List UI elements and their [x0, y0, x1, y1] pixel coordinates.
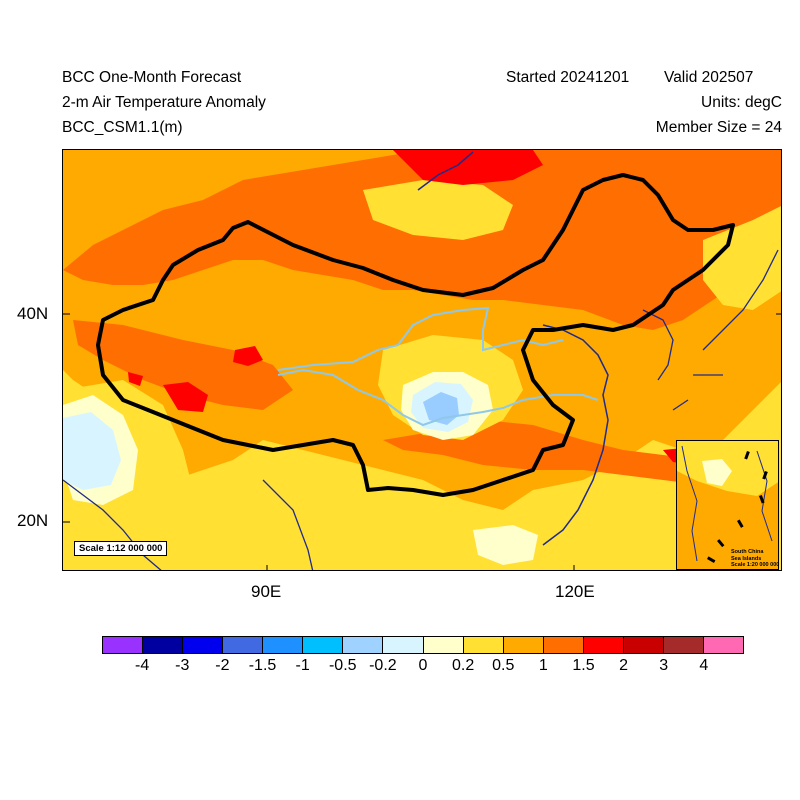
- anomaly-darkorange-region: [63, 150, 781, 330]
- inset-caption-line3: Scale 1:20 000 000: [731, 562, 780, 568]
- tick-marks: [63, 313, 781, 570]
- south-china-sea-inset: [676, 440, 779, 570]
- colorbar-labels: -4 -3 -2 -1.5 -1 -0.5 -0.2 0 0.2 0.5 1 1.5 2 3 4: [102, 657, 744, 679]
- colorbar-tick-label: 0: [418, 657, 428, 674]
- inset-caption: South China Sea Islands Scale 1:20 000 0…: [731, 549, 779, 569]
- colorbar-tick-label: -1.5: [248, 657, 277, 674]
- colorbar-tick-label: -0.2: [369, 657, 397, 674]
- colorbar-swatch: [583, 637, 624, 653]
- colorbar-swatch: [383, 637, 424, 653]
- anomaly-lightblue-west: [63, 412, 121, 490]
- colorbar-tick-label: -0.5: [328, 657, 357, 674]
- colorbar-swatch: [263, 637, 304, 653]
- coastline-east: [542, 324, 609, 546]
- colorbar-swatch: [463, 637, 504, 653]
- anomaly-yellow-northeast: [703, 206, 781, 310]
- lon-label-120e: 120E: [555, 582, 595, 601]
- colorbar-tick-label: 0.5: [492, 657, 515, 674]
- lat-label-20n: 20N: [17, 511, 49, 530]
- yellow-river: [277, 306, 564, 371]
- lat-label-40n: 40N: [17, 304, 49, 323]
- colorbar-tick-label: 1: [538, 657, 548, 674]
- colorbar-swatch: [143, 637, 184, 653]
- inset-caption-line2: Sea Islands: [731, 555, 762, 562]
- colorbar-swatch: [623, 637, 664, 653]
- national-border: [96, 173, 735, 497]
- units-label: Units: degC: [701, 94, 782, 111]
- colorbar-tick-label: 1.5: [572, 657, 595, 674]
- colorbar-tick-label: -1: [295, 657, 310, 674]
- temperature-anomaly-map: [62, 149, 782, 571]
- colorbar: [102, 636, 744, 654]
- coastline-japan: [672, 249, 779, 411]
- colorbar-swatch: [703, 637, 743, 653]
- yangtze-river: [277, 368, 599, 427]
- anomaly-yellow-north: [363, 180, 513, 240]
- colorbar-swatch: [303, 637, 344, 653]
- anomaly-red-spot-1: [163, 382, 208, 412]
- lon-label-90e: 90E: [251, 582, 282, 601]
- valid-date: Valid 202507: [664, 69, 754, 86]
- colorbar-tick-label: 0.2: [452, 657, 475, 674]
- map-scale-label: Scale 1:12 000 000: [74, 541, 168, 556]
- colorbar-swatch: [423, 637, 464, 653]
- start-date: Started 20241201: [506, 69, 630, 86]
- anomaly-darkorange-west: [73, 320, 293, 410]
- colorbar-tick-label: -3: [175, 657, 190, 674]
- colorbar-tick-label: -4: [135, 657, 150, 674]
- anomaly-lightyellow-south: [473, 525, 538, 565]
- member-size: Member Size = 24: [655, 119, 782, 136]
- colorbar-swatch: [343, 637, 384, 653]
- colorbar-swatch: [223, 637, 264, 653]
- colorbar-tick-label: -2: [215, 657, 230, 674]
- anomaly-red-north: [393, 150, 543, 185]
- colorbar-tick-label: 3: [659, 657, 669, 674]
- coastline-india: [63, 479, 314, 570]
- colorbar-swatch: [663, 637, 704, 653]
- anomaly-red-spot-3: [128, 372, 143, 386]
- map-title: BCC One-Month Forecast: [62, 69, 242, 86]
- colorbar-swatch: [183, 637, 224, 653]
- inset-caption-line1: South China: [731, 549, 764, 555]
- colorbar-tick-label: 2: [619, 657, 629, 674]
- coastline-korea: [642, 309, 674, 381]
- model-name: BCC_CSM1.1(m): [62, 119, 183, 136]
- coastline-baikal: [417, 151, 474, 191]
- colorbar-swatch: [103, 637, 144, 653]
- colorbar-swatch: [543, 637, 584, 653]
- anomaly-red-spot-2: [233, 346, 263, 366]
- variable-subtitle: 2-m Air Temperature Anomaly: [62, 94, 266, 111]
- colorbar-swatch: [503, 637, 544, 653]
- colorbar-tick-label: 4: [699, 657, 709, 674]
